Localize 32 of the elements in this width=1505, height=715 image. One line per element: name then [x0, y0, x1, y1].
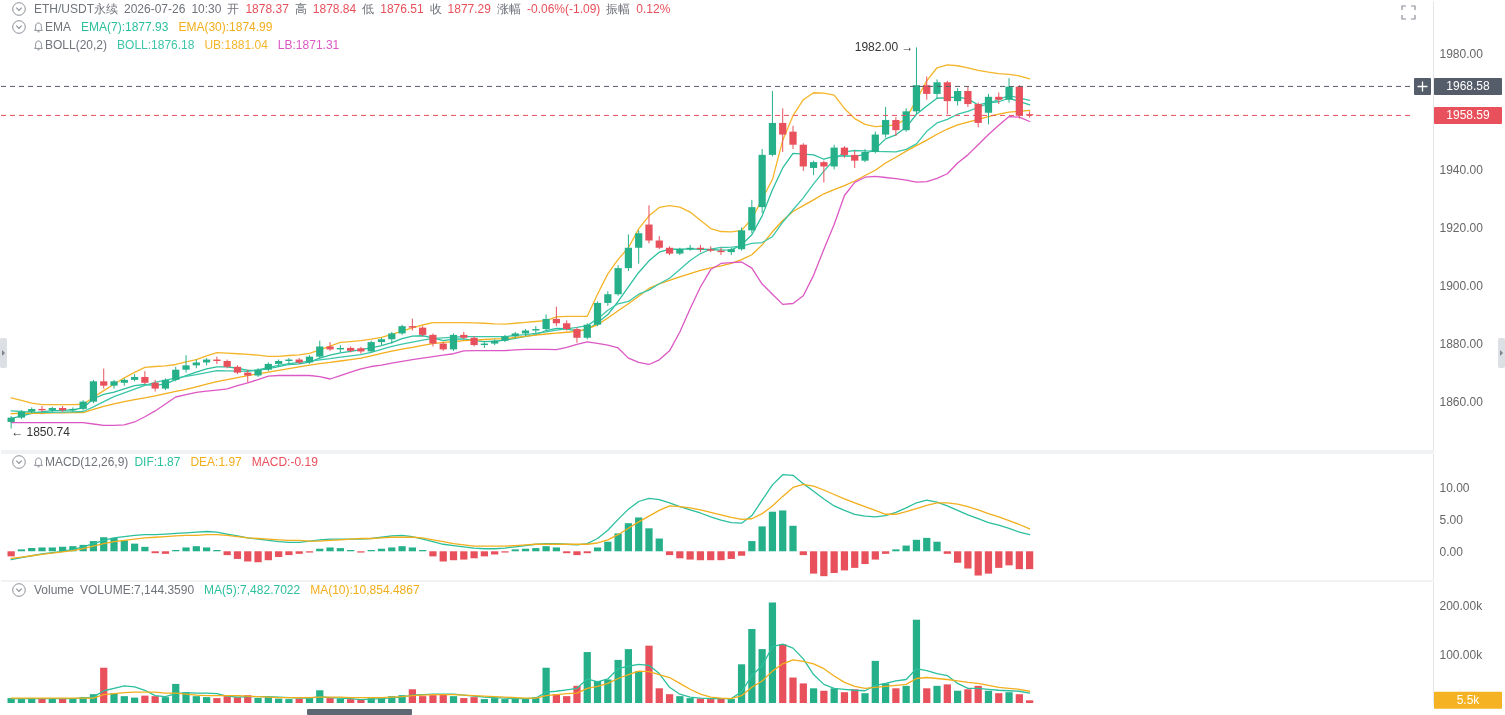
chart-title: MACD(12,26,9) — [45, 455, 129, 469]
text: 5.5k — [1456, 693, 1481, 708]
text: MACD:-0.19 — [251, 455, 318, 469]
annotation: 1982.00 → — [854, 40, 914, 55]
text: MA(5):7,482.7022 — [204, 583, 301, 597]
text: MA(10):10,854.4867 — [310, 583, 420, 597]
chart-title: ETH/USDT永续 2026-07-26 10:30 开 1878.37 高 1878.84 低 1876.51 收 1877.29 涨幅 -0.06%(-1.09) 振幅 0.12% — [34, 1, 671, 16]
ref-line-label: 1958.59 — [1446, 108, 1491, 123]
text: BOLL:1876.18 — [117, 38, 195, 52]
annotation: VOLUME:7,144.3590 — [80, 583, 195, 597]
text: EMA(30):1874.99 — [178, 20, 273, 34]
annotation: BOLL(20,2) — [45, 38, 108, 52]
y-tick-label: 1940.00 — [1439, 162, 1484, 177]
y-tick-label: 100.00k — [1439, 647, 1484, 662]
y-tick-label: 5.00 — [1439, 512, 1464, 527]
y-tick-label: 1900.00 — [1439, 279, 1484, 294]
y-tick-label: 1980.00 — [1439, 46, 1484, 61]
text: DIF:1.87 — [134, 455, 181, 469]
text: DEA:1.97 — [190, 455, 242, 469]
ref-line-label: 1968.58 — [1446, 79, 1491, 94]
text: EMA(7):1877.93 — [81, 20, 169, 34]
y-tick-label: 10.00 — [1439, 480, 1470, 495]
annotation: EMA — [45, 20, 72, 34]
chart-title: Volume — [34, 583, 75, 597]
y-tick-label: 1920.00 — [1439, 220, 1484, 235]
y-tick-label: 1860.00 — [1439, 395, 1484, 410]
y-tick-label: 200.00k — [1439, 598, 1484, 613]
y-tick-label: 1880.00 — [1439, 337, 1484, 352]
annotation: ← 1850.74 — [11, 424, 71, 439]
text: LB:1871.31 — [277, 38, 340, 52]
text: UB:1881.04 — [204, 38, 268, 52]
y-tick-label: 0.00 — [1439, 544, 1464, 559]
